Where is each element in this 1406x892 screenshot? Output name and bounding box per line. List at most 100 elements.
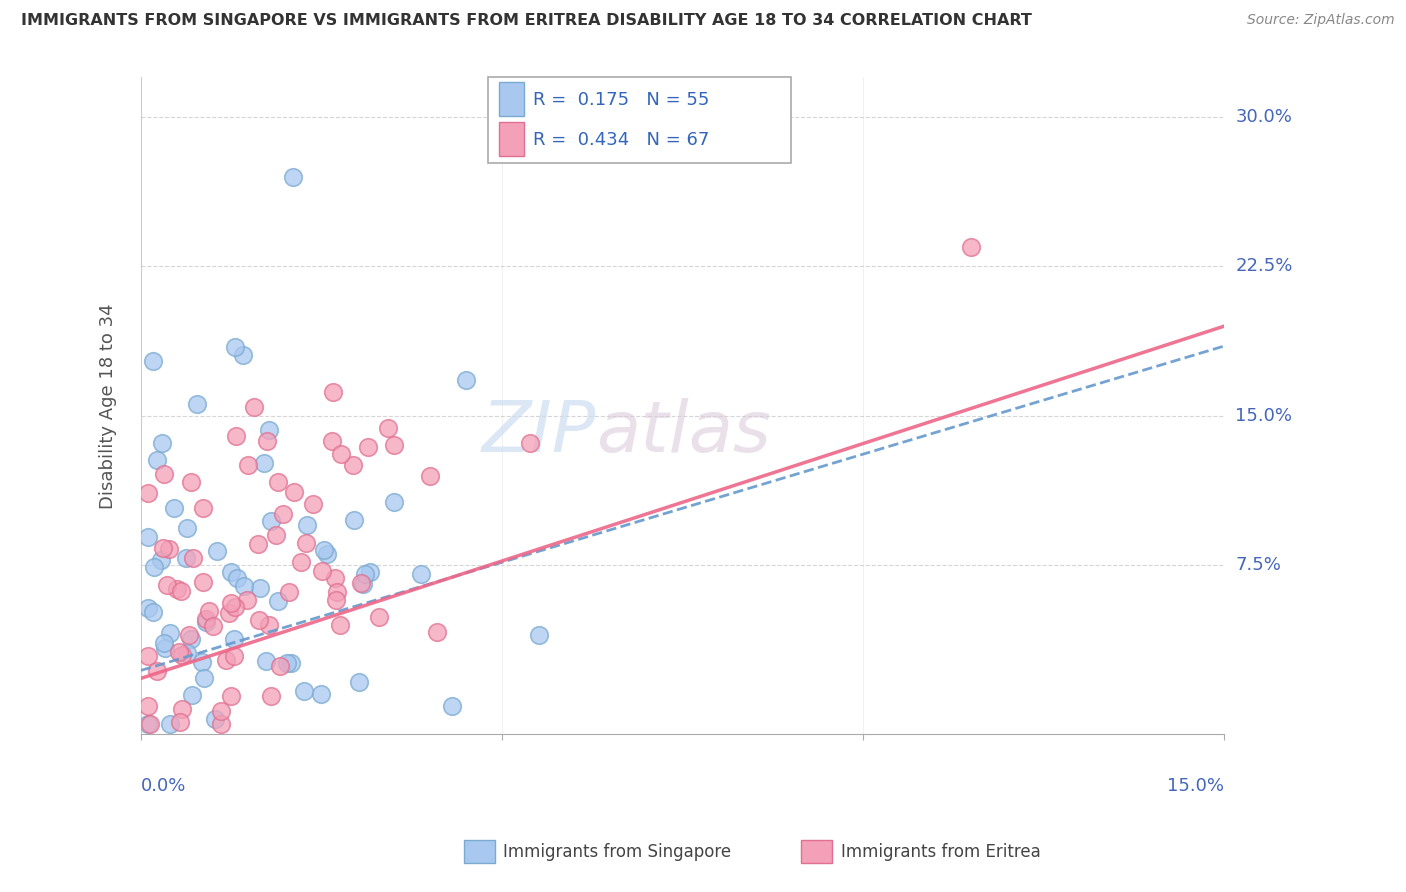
Point xyxy=(191,575,214,590)
Point xyxy=(529,627,551,641)
Point xyxy=(149,553,172,567)
Point xyxy=(309,687,332,701)
Point xyxy=(146,665,169,679)
Point xyxy=(259,689,281,703)
Point xyxy=(163,500,186,515)
Point xyxy=(292,684,315,698)
Point xyxy=(347,674,370,689)
Text: 15.0%: 15.0% xyxy=(1167,777,1225,795)
Text: R =  0.175   N = 55: R = 0.175 N = 55 xyxy=(533,91,709,109)
Point xyxy=(254,654,277,668)
Point xyxy=(260,514,283,528)
Point xyxy=(215,653,238,667)
Point xyxy=(159,625,181,640)
Point xyxy=(257,618,280,632)
Text: Immigrants from Singapore: Immigrants from Singapore xyxy=(503,843,731,861)
Point xyxy=(170,701,193,715)
Point xyxy=(297,517,319,532)
Point xyxy=(136,601,159,615)
Point xyxy=(202,619,225,633)
Point xyxy=(157,542,180,557)
Point xyxy=(209,705,232,719)
Point xyxy=(232,347,254,361)
Point xyxy=(377,421,399,435)
Text: 7.5%: 7.5% xyxy=(1236,556,1281,574)
Point xyxy=(350,576,373,591)
Point xyxy=(342,458,364,473)
Point xyxy=(169,715,191,730)
Point xyxy=(233,579,256,593)
Point xyxy=(180,632,202,647)
Point xyxy=(186,397,208,411)
Point xyxy=(382,438,405,452)
Point xyxy=(139,717,162,731)
Point xyxy=(302,498,325,512)
Point xyxy=(176,646,198,660)
Point xyxy=(219,565,242,579)
Point xyxy=(326,584,349,599)
Point xyxy=(269,659,291,673)
Point xyxy=(409,566,432,581)
Point xyxy=(176,521,198,535)
Point xyxy=(315,547,337,561)
Point xyxy=(359,565,381,579)
Point xyxy=(205,543,228,558)
Text: 30.0%: 30.0% xyxy=(1236,108,1292,127)
Point xyxy=(249,613,271,627)
Point xyxy=(236,593,259,607)
Point xyxy=(209,717,232,731)
Point xyxy=(353,567,375,582)
Point xyxy=(172,648,194,662)
Text: Immigrants from Eritrea: Immigrants from Eritrea xyxy=(841,843,1040,861)
Point xyxy=(271,507,294,521)
Text: Source: ZipAtlas.com: Source: ZipAtlas.com xyxy=(1247,13,1395,28)
Point xyxy=(219,689,242,703)
Point xyxy=(136,485,159,500)
Point xyxy=(323,571,346,585)
Point xyxy=(280,656,302,670)
Point xyxy=(267,475,290,490)
Point xyxy=(519,436,541,450)
Point xyxy=(454,372,477,386)
Point xyxy=(142,605,165,619)
Point xyxy=(277,585,299,599)
Point xyxy=(243,400,266,414)
Point xyxy=(142,354,165,368)
Text: atlas: atlas xyxy=(596,398,770,467)
Point xyxy=(194,615,217,629)
Point xyxy=(253,456,276,470)
Point xyxy=(142,560,165,574)
Point xyxy=(136,530,159,544)
Point xyxy=(283,484,305,499)
Point xyxy=(419,468,441,483)
Point xyxy=(150,436,173,450)
Point xyxy=(198,604,221,618)
Point xyxy=(322,384,344,399)
Point xyxy=(342,513,364,527)
Point xyxy=(246,537,269,551)
Point xyxy=(136,717,159,731)
Point xyxy=(367,610,389,624)
Point xyxy=(224,632,246,646)
Point xyxy=(153,467,176,482)
Point xyxy=(179,628,201,642)
Point xyxy=(329,617,352,632)
Text: 22.5%: 22.5% xyxy=(1236,258,1292,276)
Point xyxy=(190,655,212,669)
Text: 0.0%: 0.0% xyxy=(141,777,187,795)
Point xyxy=(225,571,247,585)
Point xyxy=(330,447,353,461)
Point xyxy=(166,582,188,597)
Y-axis label: Disability Age 18 to 34: Disability Age 18 to 34 xyxy=(100,303,117,508)
Text: 15.0%: 15.0% xyxy=(1236,407,1292,425)
Point xyxy=(312,543,335,558)
Point xyxy=(357,440,380,454)
Point xyxy=(221,596,243,610)
Point xyxy=(218,607,240,621)
Point xyxy=(440,698,463,713)
Point xyxy=(224,599,246,614)
Point xyxy=(193,672,215,686)
Point xyxy=(153,635,176,649)
Point xyxy=(136,699,159,714)
Point xyxy=(153,640,176,655)
